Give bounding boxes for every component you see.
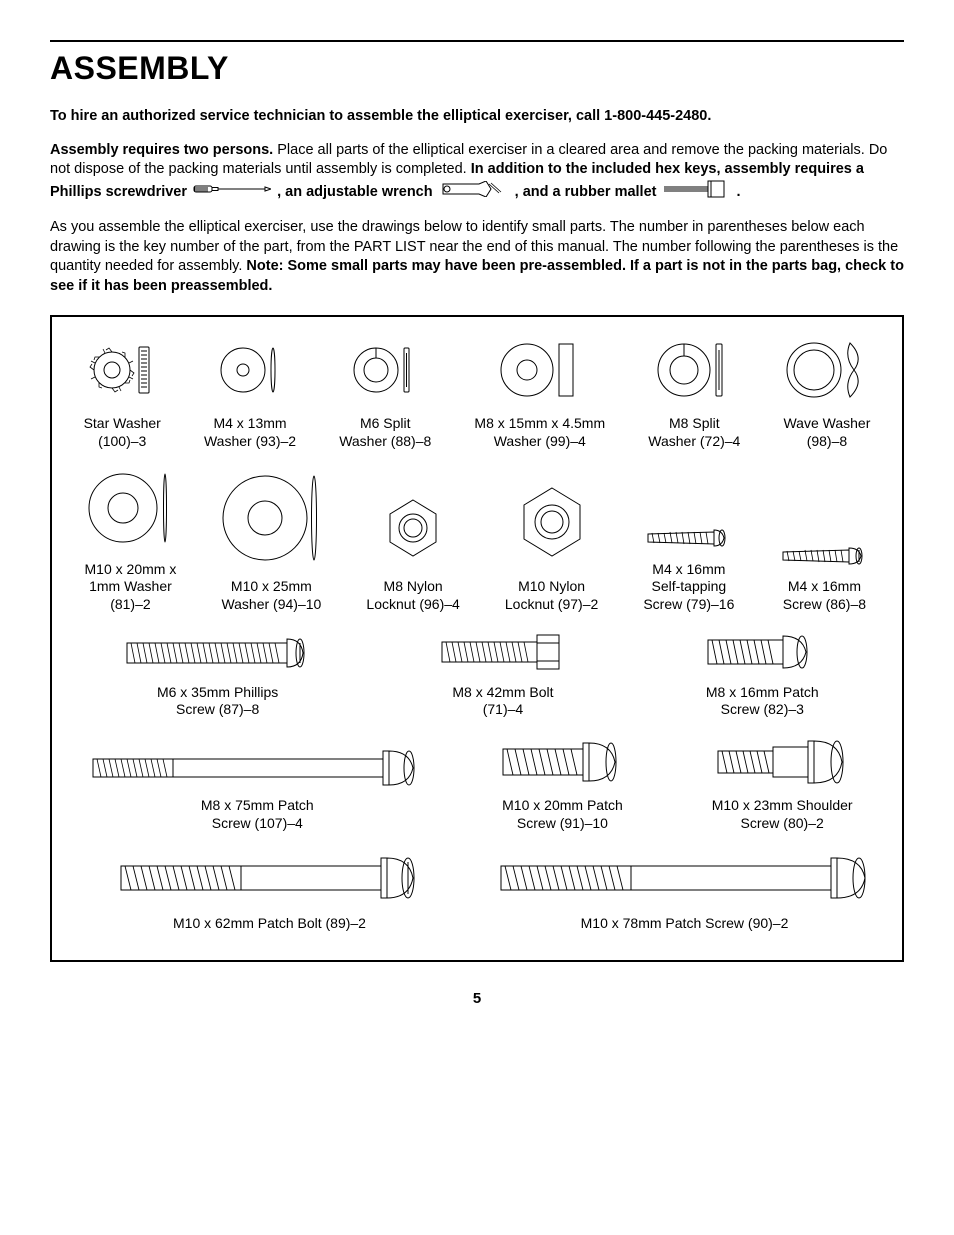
parts-row-3: M6 x 35mm Phillips Screw (87)–8 M8 x 42m…	[62, 631, 892, 719]
part-m8-nylon-locknut: M8 Nylon Locknut (96)–4	[366, 488, 459, 614]
part-m10-25-washer: M10 x 25mm Washer (94)–10	[221, 468, 321, 614]
para2-bold4: , and a rubber mallet	[515, 184, 661, 200]
part-wave-washer: Wave Washer (98)–8	[783, 335, 870, 451]
part-m8-split-washer: M8 Split Washer (72)–4	[648, 335, 740, 451]
wrench-icon	[439, 181, 509, 204]
part-m10-20-patch-screw: M10 x 20mm Patch Screw (91)–10	[453, 737, 673, 833]
part-m8-thick-washer: M8 x 15mm x 4.5mm Washer (99)–4	[474, 335, 605, 451]
part-m10-nylon-locknut: M10 Nylon Locknut (97)–2	[505, 478, 598, 614]
page-title: ASSEMBLY	[50, 50, 904, 87]
part-m6-phillips-screw: M6 x 35mm Phillips Screw (87)–8	[62, 633, 373, 719]
part-m4-self-tapping-screw: M4 x 16mm Self-tapping Screw (79)–16	[643, 526, 734, 613]
parts-row-1: Star Washer (100)–3 M4 x 13mm Washer (93…	[62, 335, 892, 451]
part-m10-23-shoulder-screw: M10 x 23mm Shoulder Screw (80)–2	[672, 737, 892, 833]
mallet-icon	[663, 180, 731, 205]
screwdriver-icon	[193, 182, 271, 202]
para2-bold3: , an adjustable wrench	[277, 184, 437, 200]
two-persons-lead: Assembly requires two persons.	[50, 142, 273, 158]
part-m6-split-washer: M6 Split Washer (88)–8	[339, 335, 431, 451]
top-rule	[50, 40, 904, 42]
part-m10-62-patch-bolt: M10 x 62mm Patch Bolt (89)–2	[62, 850, 477, 932]
part-star-washer: Star Washer (100)–3	[84, 335, 161, 451]
parts-row-2: M10 x 20mm x 1mm Washer (81)–2 M10 x 25m…	[62, 460, 892, 613]
part-m10-thin-washer: M10 x 20mm x 1mm Washer (81)–2	[85, 460, 177, 613]
part-m8-42-bolt: M8 x 42mm Bolt (71)–4	[373, 631, 632, 719]
part-m8-16-patch-screw: M8 x 16mm Patch Screw (82)–3	[633, 631, 892, 719]
requirements-paragraph: Assembly requires two persons. Place all…	[50, 141, 904, 205]
parts-row-5: M10 x 62mm Patch Bolt (89)–2 M10 x 78mm …	[62, 850, 892, 932]
part-m8-75-patch-screw: M8 x 75mm Patch Screw (107)–4	[62, 739, 453, 833]
page-number: 5	[50, 990, 904, 1007]
intro-paragraph: To hire an authorized service technician…	[50, 107, 904, 127]
para2-bold5: .	[737, 184, 741, 200]
parts-row-4: M8 x 75mm Patch Screw (107)–4 M10 x 20mm…	[62, 737, 892, 833]
part-m4-washer: M4 x 13mm Washer (93)–2	[204, 335, 296, 451]
identify-paragraph: As you assemble the elliptical exerciser…	[50, 218, 904, 296]
parts-diagram-box: Star Washer (100)–3 M4 x 13mm Washer (93…	[50, 315, 904, 963]
part-m10-78-patch-screw: M10 x 78mm Patch Screw (90)–2	[477, 850, 892, 932]
part-m4-16-screw: M4 x 16mm Screw (86)–8	[779, 544, 869, 614]
